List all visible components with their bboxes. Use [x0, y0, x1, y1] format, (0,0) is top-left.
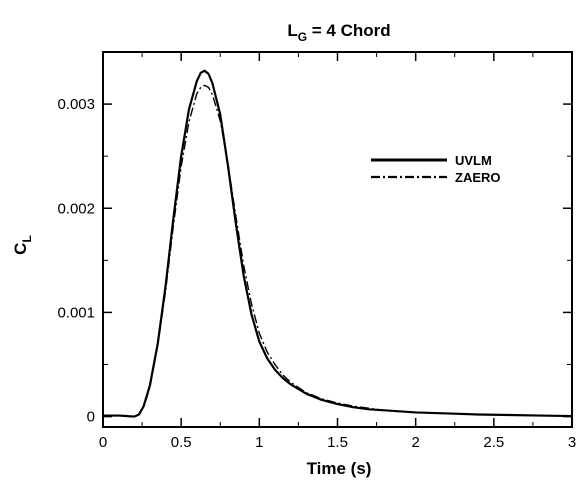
y-ticks: 0 0.001 0.002 0.003 [57, 96, 572, 426]
series-layer [103, 69, 573, 418]
series-line-uvlm [103, 69, 573, 418]
series-line-zaero [103, 84, 573, 418]
plot-frame [102, 51, 573, 428]
legend-label: ZAERO [455, 170, 501, 185]
x-tick-label: 2.5 [483, 434, 504, 451]
y-tick-label: 0.002 [57, 200, 95, 217]
x-tick-label: 0.5 [171, 434, 192, 451]
y-tick-label: 0 [87, 409, 95, 426]
x-axis-label: Time (s) [307, 459, 372, 478]
x-tick-label: 1.5 [327, 434, 348, 451]
y-tick-label: 0.001 [57, 304, 95, 321]
x-tick-label: 2 [411, 434, 419, 451]
x-tick-label: 1 [255, 434, 263, 451]
y-tick-label: 0.003 [57, 96, 95, 113]
y-axis-label: CL [11, 235, 34, 255]
legend-label: UVLM [455, 153, 492, 168]
legend: UVLM ZAERO [371, 153, 501, 185]
x-tick-label: 0 [99, 434, 107, 451]
x-ticks: 0 0.5 1 1.5 2 2.5 3 [99, 52, 576, 451]
chart-title: LG = 4 Chord [287, 21, 390, 44]
x-tick-label: 3 [568, 434, 576, 451]
